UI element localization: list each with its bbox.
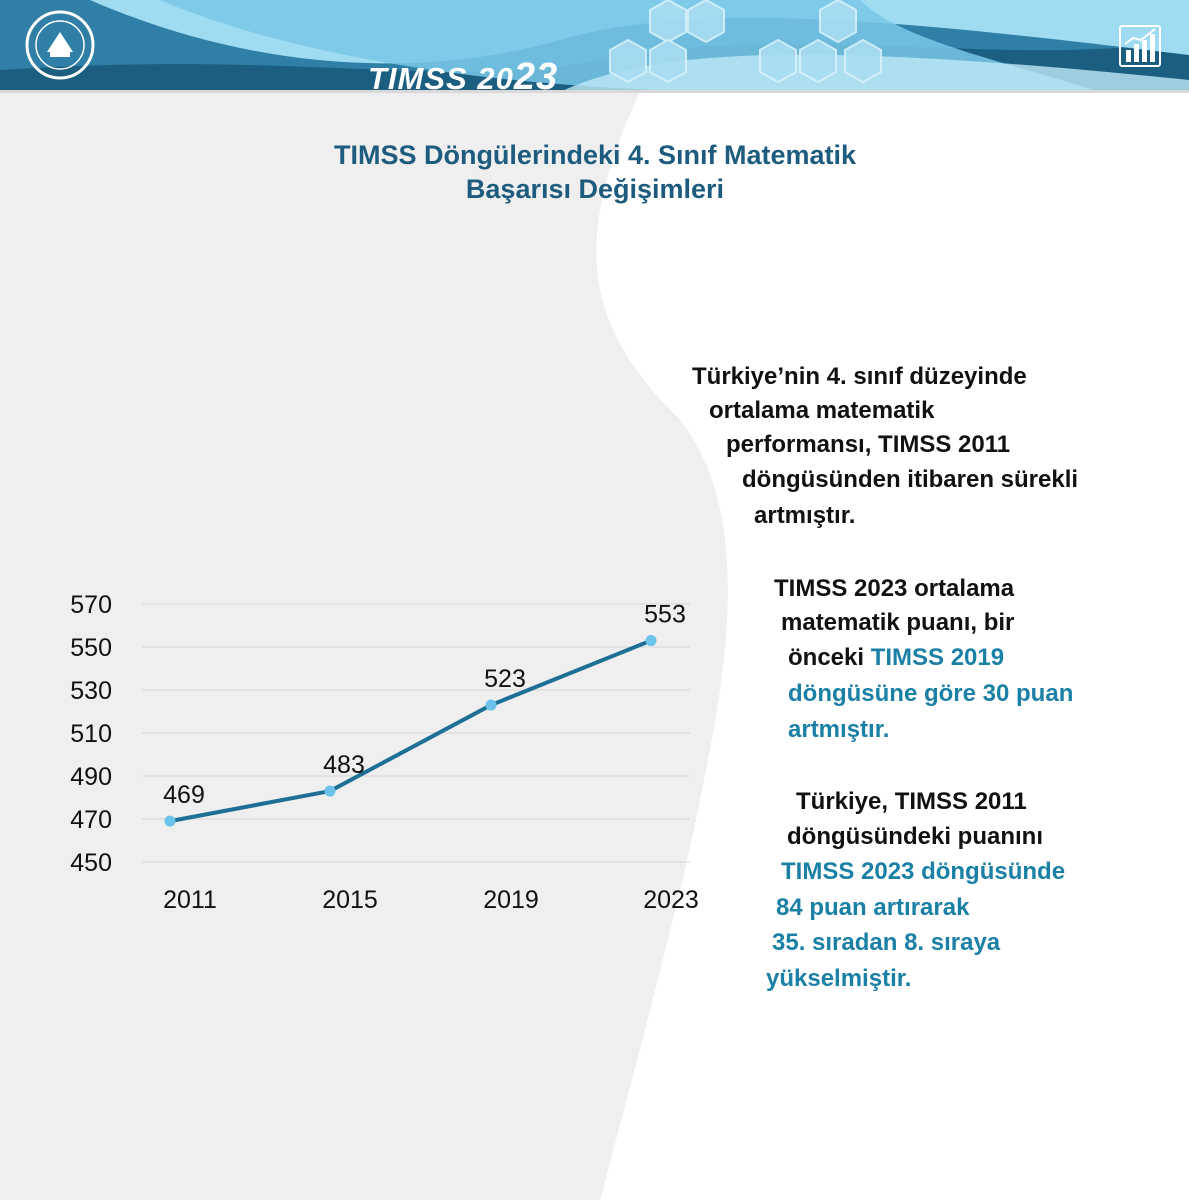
bar-chart-trend-icon [1119, 25, 1161, 67]
x-tick-label: 2023 [643, 886, 699, 914]
x-tick-label: 2011 [163, 886, 217, 914]
data-point [324, 785, 336, 797]
x-tick-label: 2015 [322, 886, 378, 914]
block1-line4: döngüsünden itibaren sürekli [742, 466, 1079, 493]
block3-line2: döngüsündeki puanını [787, 823, 1043, 850]
y-tick-label: 450 [70, 849, 112, 877]
series-line [169, 638, 652, 824]
block2-line3: önceki TIMSS 2019 [788, 644, 1005, 671]
x-tick-label: 2019 [483, 886, 539, 914]
block1-line1: Türkiye’nin 4. sınıf düzeyinde [692, 363, 1027, 390]
block3-line6: yükselmiştir. [766, 965, 912, 992]
y-tick-label: 490 [70, 763, 112, 791]
block2-line2: matematik puanı, bir [781, 609, 1015, 636]
block2-line1: TIMSS 2023 ortalama [774, 575, 1015, 602]
y-tick-label: 570 [70, 591, 112, 619]
y-tick-label: 550 [70, 634, 112, 662]
data-label: 523 [484, 665, 526, 693]
block3-line3: TIMSS 2023 döngüsünde [781, 858, 1066, 885]
data-label: 483 [323, 751, 365, 779]
page-title: TIMSS Döngülerindeki 4. Sınıf Matematik … [195, 138, 995, 206]
block1-line5: artmıştır. [754, 502, 856, 529]
line-chart: 570 550 530 510 490 470 450 2011 2015 2019 2023 469… [70, 591, 699, 914]
block3-line1: Türkiye, TIMSS 2011 [796, 788, 1027, 815]
page-title-line2: Başarısı Değişimleri [465, 174, 725, 204]
block1-line2: ortalama matematik [709, 397, 935, 424]
data-point [485, 699, 497, 711]
page-title-line1: TIMSS Döngülerindeki 4. Sınıf Matematik [333, 140, 857, 170]
data-label: 469 [163, 781, 205, 809]
block3-line4: 84 puan artırarak [776, 894, 970, 921]
y-tick-label: 510 [70, 720, 112, 748]
block2-line5: artmıştır. [788, 716, 890, 743]
ministry-seal-logo [25, 10, 95, 80]
data-point [645, 635, 657, 647]
block3-line5: 35. sıradan 8. sıraya [772, 929, 1001, 956]
block1-line3: performansı, TIMSS 2011 [726, 431, 1011, 458]
data-label: 553 [644, 601, 686, 629]
y-tick-label: 530 [70, 677, 112, 705]
block2-line4: döngüsüne göre 30 puan [788, 680, 1074, 707]
y-tick-label: 470 [70, 806, 112, 834]
data-point [164, 815, 176, 827]
banner-title: TIMSS 2023 [368, 56, 559, 98]
